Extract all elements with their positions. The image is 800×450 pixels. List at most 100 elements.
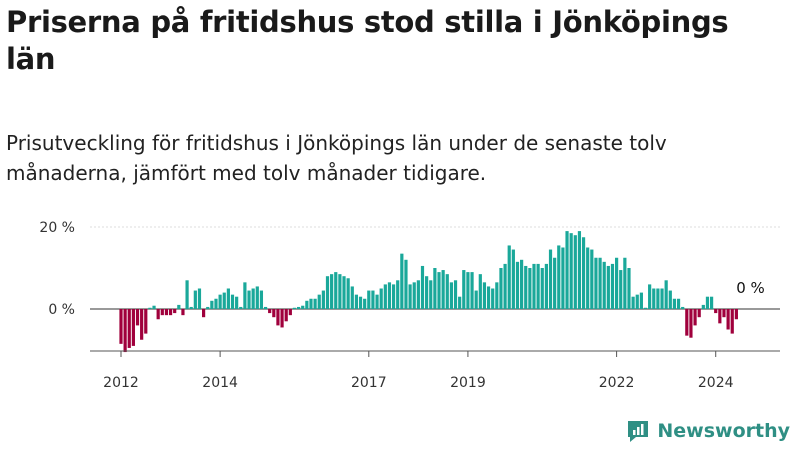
bar (511, 249, 515, 309)
bar (152, 305, 156, 309)
bar (330, 274, 334, 309)
bar (243, 282, 247, 309)
bar (610, 263, 615, 309)
bar (383, 284, 387, 309)
bar (503, 263, 507, 309)
bar (214, 298, 218, 309)
bar (160, 309, 164, 316)
bar (119, 309, 123, 344)
bar (420, 265, 425, 309)
x-tick-label: 2014 (202, 375, 238, 391)
bar (259, 290, 264, 309)
bar (486, 286, 491, 309)
bar (528, 268, 532, 309)
bar (239, 306, 243, 309)
bar (656, 288, 660, 309)
bar (474, 290, 478, 309)
bar (561, 247, 565, 309)
bar (540, 268, 544, 309)
bar (619, 270, 623, 309)
bar (515, 261, 520, 309)
bar (375, 294, 379, 309)
bar (470, 272, 474, 309)
bar (425, 276, 429, 309)
bar (705, 296, 710, 309)
bar-series (119, 231, 738, 353)
bar (491, 288, 495, 309)
bar (127, 309, 131, 348)
bar (445, 274, 449, 309)
bar (676, 298, 681, 309)
bar (230, 294, 235, 309)
bar (305, 300, 309, 309)
bar (404, 259, 408, 309)
bar (168, 309, 173, 316)
bar (598, 257, 602, 309)
bar (681, 306, 685, 309)
bar (466, 272, 470, 309)
bar (321, 290, 325, 309)
bar (309, 298, 313, 309)
bar (458, 296, 462, 309)
bar (354, 294, 359, 309)
y-tick-label: 20 % (39, 220, 75, 236)
bar (536, 263, 540, 309)
bar (379, 288, 383, 309)
bar (586, 247, 590, 309)
bar (697, 309, 701, 318)
bar (668, 290, 672, 309)
bar (164, 309, 169, 316)
bar (652, 288, 656, 309)
bar (433, 268, 437, 309)
bar (255, 286, 259, 309)
bar (288, 309, 292, 316)
bar (709, 296, 714, 309)
x-tick-label: 2012 (103, 375, 139, 391)
bar (664, 280, 668, 309)
bar (272, 309, 276, 318)
bar (714, 309, 718, 314)
bar (210, 300, 214, 309)
bar (226, 288, 230, 309)
bar (387, 282, 392, 309)
x-tick-label: 2022 (599, 375, 635, 391)
bar (577, 231, 582, 309)
bar (635, 294, 639, 309)
bar (144, 309, 148, 334)
bar (284, 309, 288, 322)
bar (482, 282, 487, 309)
bar (553, 257, 557, 309)
bar (218, 294, 222, 309)
bar (189, 306, 193, 309)
bar (181, 309, 185, 316)
y-axis: 0 % 20 % (39, 220, 75, 318)
last-value-label: 0 % (736, 279, 765, 297)
bar (478, 274, 482, 309)
bar (573, 235, 577, 309)
bar (123, 309, 127, 353)
bar (263, 306, 268, 309)
y-tick-label: 0 % (48, 302, 75, 318)
bar (350, 286, 354, 309)
bar (342, 276, 346, 309)
bar (693, 309, 697, 326)
bar (631, 296, 635, 309)
bar (590, 249, 594, 309)
bar (173, 309, 177, 314)
bar (396, 280, 400, 309)
bar (391, 284, 396, 309)
bar (639, 292, 643, 309)
bar (280, 309, 284, 328)
x-tick-label: 2024 (698, 375, 734, 391)
bar (317, 294, 321, 309)
bar (734, 309, 738, 320)
x-axis: 2012 2014 2017 2019 2022 2024 (90, 350, 780, 391)
bar (730, 309, 734, 334)
bar (722, 309, 726, 318)
bar (615, 257, 619, 309)
bar (581, 237, 586, 309)
bar (416, 280, 420, 309)
bar (408, 284, 412, 309)
bar (507, 245, 511, 309)
